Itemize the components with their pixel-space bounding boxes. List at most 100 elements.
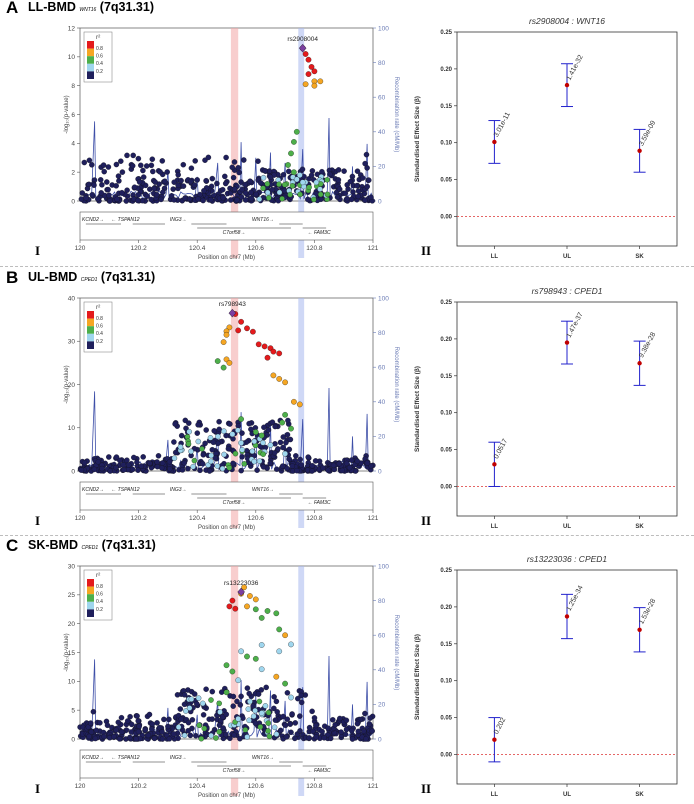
snp-point — [308, 172, 315, 179]
snp-point — [105, 186, 111, 193]
snp-point — [106, 454, 112, 460]
snp-point — [90, 708, 97, 715]
snp-point — [242, 727, 249, 733]
snp-point — [302, 81, 309, 88]
snp-point — [136, 723, 142, 730]
snp-point — [248, 189, 254, 196]
snp-point — [107, 198, 113, 204]
snp-point — [260, 464, 267, 470]
snp-point — [269, 419, 276, 425]
snp-point — [273, 698, 280, 705]
snp-point — [198, 735, 205, 742]
snp-point — [213, 735, 219, 741]
snp-point — [148, 162, 155, 169]
snp-point — [244, 653, 250, 660]
snp-point — [296, 401, 303, 408]
snp-point — [313, 734, 319, 740]
snp-point — [234, 698, 240, 705]
panel-b: B UL-BMD CPED1 (7q31.31) 0 10 20 30 40 0 20 40 6… — [0, 268, 694, 536]
rate-tick-label: 20 — [378, 702, 386, 709]
gene-label: ← TSPAN12 — [111, 217, 139, 223]
snp-point — [251, 438, 258, 445]
snp-point — [201, 725, 208, 732]
snp-point — [335, 177, 342, 183]
effect-size-plot: rs798943 : CPED1 0.25 0.20 0.15 0.10 0.05 0.00… — [414, 286, 678, 530]
snp-point — [208, 197, 214, 203]
r2-legend-swatch — [87, 311, 94, 319]
snp-point — [165, 723, 171, 730]
gene-label: ING3→ — [170, 487, 187, 493]
snp-point — [292, 735, 298, 742]
snp-point — [296, 172, 303, 178]
y-tick-label: 0.20 — [440, 337, 452, 343]
snp-point — [166, 716, 172, 723]
snp-point — [267, 174, 274, 180]
snp-point — [201, 187, 207, 194]
snp-point — [264, 354, 271, 361]
snp-point — [276, 648, 283, 655]
snp-point — [270, 348, 277, 355]
snp-point — [140, 454, 146, 460]
snp-point — [369, 728, 375, 734]
x-tick-label: LL — [491, 792, 499, 798]
x-tick-label: UL — [563, 524, 571, 530]
snp-point — [157, 169, 163, 175]
snp-point — [168, 193, 175, 199]
snp-point — [226, 360, 233, 366]
snp-point — [272, 717, 279, 723]
y-tick-label: 0 — [71, 198, 75, 205]
gene-label: ← TSPAN12 — [111, 755, 139, 761]
snp-point — [215, 440, 221, 447]
y-tick-label: 0.00 — [440, 484, 452, 490]
snp-point — [209, 688, 216, 695]
snp-point — [230, 703, 236, 709]
snp-point — [306, 184, 312, 191]
effect-point — [637, 148, 642, 154]
x-tick-label: 120.6 — [248, 245, 265, 252]
snp-point — [115, 719, 122, 726]
snp-point — [276, 626, 283, 633]
snp-point — [366, 177, 372, 183]
snp-point — [279, 463, 286, 469]
snp-point — [86, 157, 93, 164]
rate-tick-label: 40 — [378, 399, 386, 406]
snp-point — [235, 327, 242, 334]
rate-tick-label: 60 — [378, 365, 386, 372]
x-tick-label: UL — [563, 254, 571, 260]
snp-point — [239, 430, 245, 436]
snp-point — [234, 197, 240, 203]
snp-point — [181, 460, 188, 466]
snp-point — [83, 195, 89, 201]
r2-legend-swatch — [87, 341, 94, 349]
snp-point — [279, 195, 285, 202]
snp-point — [113, 727, 119, 733]
snp-point — [242, 190, 249, 196]
snp-point — [262, 168, 268, 174]
snp-point — [223, 331, 230, 338]
highlight-band-red — [230, 566, 239, 796]
snp-point — [199, 460, 206, 467]
snp-point — [154, 463, 161, 470]
snp-point — [160, 189, 166, 195]
r2-legend-swatch — [87, 318, 94, 327]
snp-point — [142, 727, 149, 733]
snp-point — [341, 168, 347, 174]
effect-point — [637, 627, 642, 632]
x-tick-label: 121 — [368, 783, 379, 790]
snp-point — [99, 182, 105, 188]
snp-point — [139, 197, 146, 204]
snp-point — [170, 731, 177, 737]
snp-point — [282, 632, 288, 639]
y-tick-label: 0.05 — [440, 716, 452, 722]
snp-point — [274, 709, 280, 715]
lead-snp-diamond — [298, 43, 307, 53]
gene-label: KCND2→ — [82, 755, 104, 761]
snp-point — [271, 705, 277, 712]
snp-point — [289, 463, 296, 469]
snp-point — [334, 194, 341, 200]
snp-point — [206, 468, 213, 474]
snp-point — [355, 193, 362, 200]
snp-point — [135, 192, 142, 198]
snp-point — [203, 177, 209, 184]
snp-point — [292, 720, 299, 726]
